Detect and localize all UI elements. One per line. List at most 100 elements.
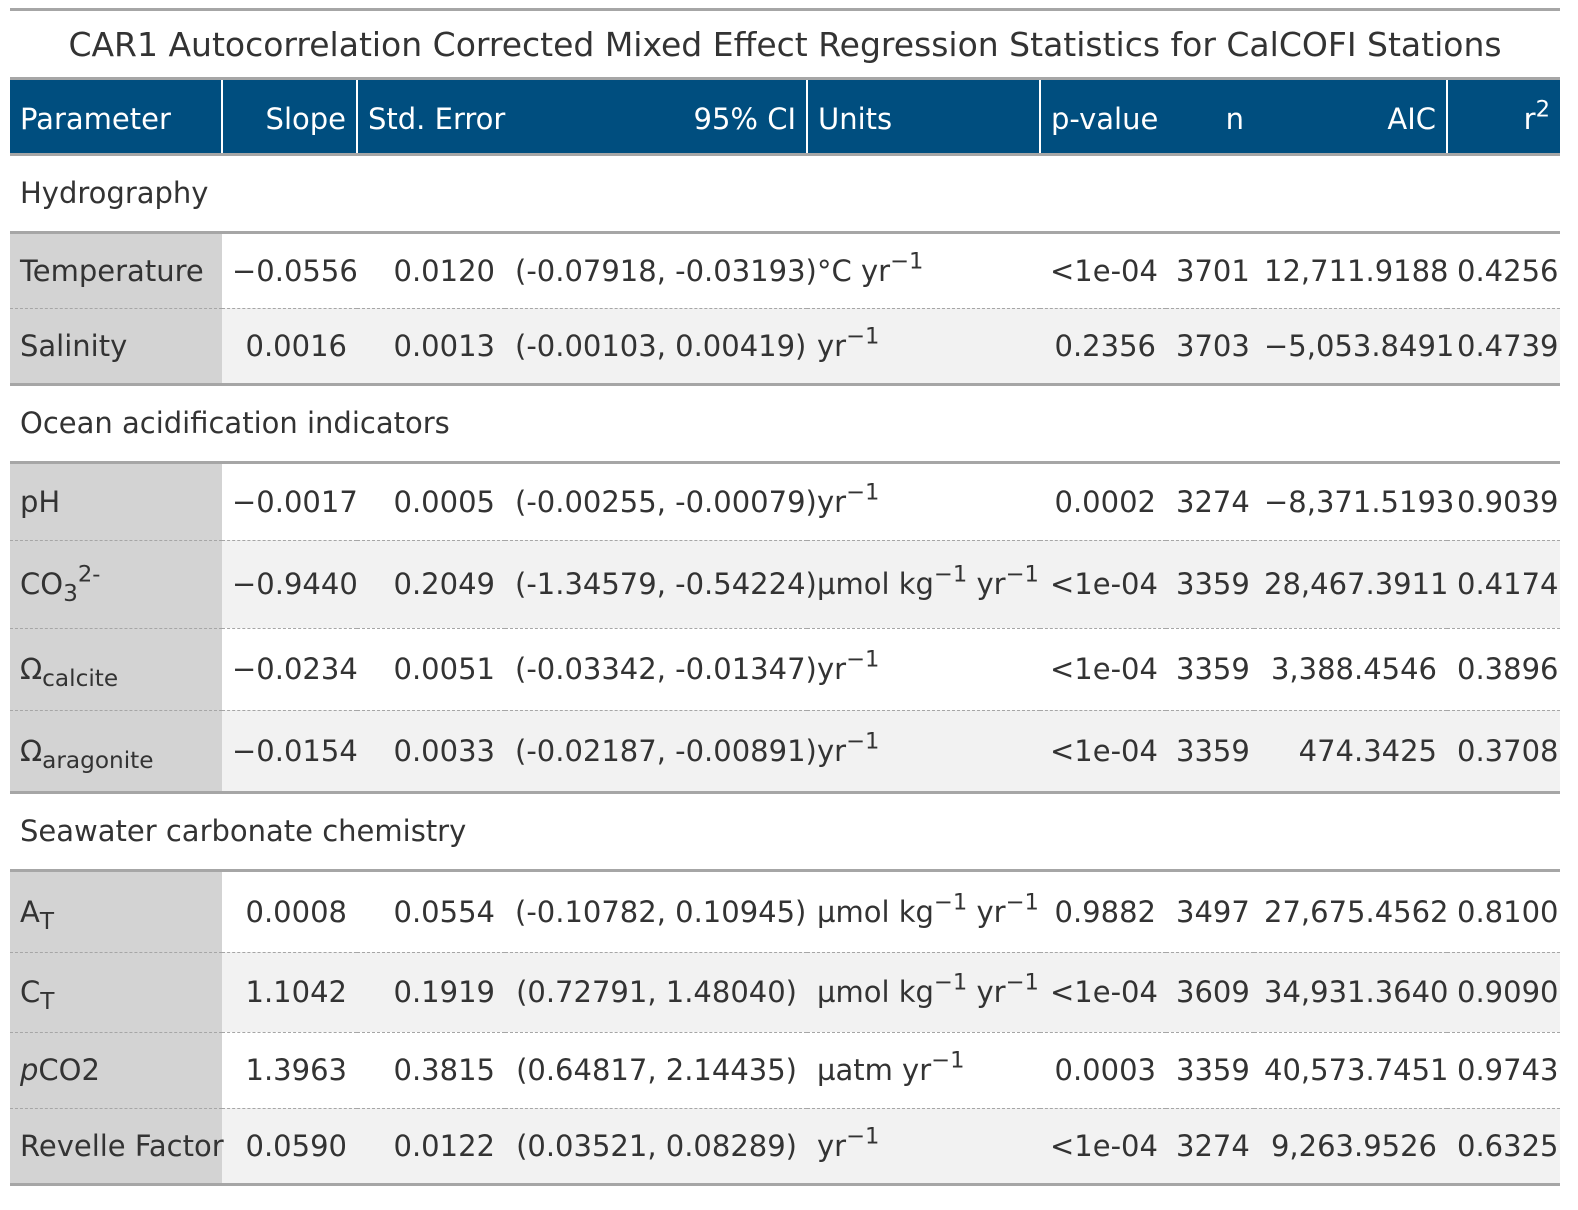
col-header-units: Units bbox=[806, 80, 1040, 154]
aic-cell: 12,711.9188 bbox=[1254, 232, 1449, 309]
col-header-parameter: Parameter bbox=[20, 102, 171, 137]
units-exponent: −1 bbox=[931, 1047, 965, 1074]
parameter-name: CO bbox=[20, 567, 64, 601]
slope-cell: 0.0016 bbox=[222, 308, 357, 386]
n-cell: 3274 bbox=[1166, 1108, 1254, 1186]
aic-cell: 34,931.3640 bbox=[1254, 952, 1449, 1033]
aic-cell: 474.3425 bbox=[1254, 710, 1447, 794]
parameter-name: CO2 bbox=[38, 1053, 100, 1087]
parameter-superscript: 2- bbox=[77, 561, 101, 588]
slope-cell: 0.0008 bbox=[222, 870, 357, 953]
col-header-ci: 95% CI bbox=[693, 102, 796, 137]
p-value-cell: 0.0003 bbox=[1040, 1032, 1166, 1109]
units-exponent: −1 bbox=[846, 728, 880, 755]
parameter-cell: Salinity bbox=[10, 308, 222, 386]
ci-cell: (-0.03342, -0.01347) bbox=[505, 628, 817, 711]
units-cell: µmol kg−1 yr−1 bbox=[807, 870, 1040, 953]
group-header-row: Hydrography bbox=[10, 154, 1560, 234]
parameter-subscript: T bbox=[40, 987, 55, 1015]
n-cell: 3497 bbox=[1166, 870, 1254, 953]
units-exponent: −1 bbox=[933, 561, 968, 588]
ci-cell: (-0.07918, -0.03193) bbox=[505, 232, 817, 309]
std-error-cell: 0.2049 bbox=[357, 540, 505, 629]
regression-table-container: CAR1 Autocorrelation Corrected Mixed Eff… bbox=[10, 8, 1560, 1186]
table-body: Hydrography Temperature −0.0556 0.0120 (-0.0… bbox=[10, 154, 1560, 1186]
units-cell: °C yr−1 bbox=[807, 232, 1040, 309]
parameter-cell: AT bbox=[10, 870, 222, 953]
r2-cell: 0.9039 bbox=[1447, 462, 1560, 541]
table-row: Ωaragonite −0.0154 0.0033 (-0.02187, -0.008… bbox=[10, 710, 1560, 794]
parameter-subscript: calcite bbox=[42, 664, 119, 692]
parameter-name: C bbox=[20, 975, 41, 1009]
table-row: Revelle Factor 0.0590 0.0122 (0.03521, 0.08… bbox=[10, 1108, 1560, 1186]
ci-cell: (-0.10782, 0.10945) bbox=[505, 870, 807, 953]
aic-cell: 28,467.3911 bbox=[1254, 540, 1449, 629]
table-row: CT 1.1042 0.1919 (0.72791, 1.48040) µmol kg−… bbox=[10, 952, 1560, 1033]
table-row: Ωcalcite −0.0234 0.0051 (-0.03342, -0.01347… bbox=[10, 628, 1560, 711]
units-cell: yr−1 bbox=[807, 462, 1040, 541]
parameter-cell: Ωcalcite bbox=[10, 628, 222, 711]
units-text: °C yr bbox=[817, 253, 891, 288]
units-text: µmol kg bbox=[817, 567, 934, 601]
std-error-cell: 0.3815 bbox=[357, 1032, 505, 1109]
parameter-italic-prefix: p bbox=[20, 1053, 39, 1087]
units-exponent: −1 bbox=[846, 646, 880, 673]
n-cell: 3359 bbox=[1166, 540, 1254, 629]
std-error-cell: 0.0013 bbox=[357, 308, 505, 386]
slope-cell: 1.1042 bbox=[222, 952, 357, 1033]
slope-cell: 0.0590 bbox=[222, 1108, 357, 1186]
p-value-cell: <1e-04 bbox=[1040, 710, 1166, 794]
p-value-cell: 0.9882 bbox=[1040, 870, 1166, 953]
aic-cell: 9,263.9526 bbox=[1254, 1108, 1447, 1186]
p-value-cell: <1e-04 bbox=[1040, 232, 1166, 309]
ci-cell: (0.03521, 0.08289) bbox=[505, 1108, 807, 1186]
parameter-subscript: T bbox=[39, 907, 55, 935]
n-cell: 3701 bbox=[1166, 232, 1254, 309]
parameter-cell: Temperature bbox=[10, 232, 222, 309]
std-error-cell: 0.0120 bbox=[357, 232, 505, 309]
p-value-cell: 0.0002 bbox=[1040, 462, 1166, 541]
parameter-subscript: aragonite bbox=[42, 746, 154, 774]
aic-cell: −5,053.8491 bbox=[1254, 308, 1454, 386]
units-exponent: −1 bbox=[846, 479, 880, 506]
r2-cell: 0.8100 bbox=[1447, 870, 1560, 953]
parameter-cell: Revelle Factor bbox=[10, 1108, 224, 1186]
parameter-name: pH bbox=[20, 484, 61, 519]
n-cell: 3274 bbox=[1166, 462, 1254, 541]
parameter-cell: CT bbox=[10, 952, 222, 1033]
units-text: yr bbox=[817, 1128, 847, 1163]
slope-cell: −0.0234 bbox=[222, 628, 358, 711]
ci-cell: (-0.00255, -0.00079) bbox=[505, 462, 817, 541]
r2-cell: 0.6325 bbox=[1447, 1108, 1560, 1186]
units-exponent: −1 bbox=[846, 323, 880, 350]
group-label: Ocean acidification indicators bbox=[10, 384, 1560, 464]
table-row: CO32- −0.9440 0.2049 (-1.34579, -0.54224) µm… bbox=[10, 540, 1560, 629]
n-cell: 3359 bbox=[1166, 710, 1254, 794]
units-cell: yr−1 bbox=[807, 308, 1040, 386]
units-text: yr bbox=[967, 975, 1006, 1009]
table-row: pH −0.0017 0.0005 (-0.00255, -0.00079) yr−1 0… bbox=[10, 462, 1560, 541]
units-exponent: −1 bbox=[933, 889, 968, 916]
aic-cell: −8,371.5193 bbox=[1254, 462, 1454, 541]
ci-cell: (-0.00103, 0.00419) bbox=[505, 308, 807, 386]
ci-cell: (-0.02187, -0.00891) bbox=[505, 710, 817, 794]
parameter-name: Ω bbox=[20, 652, 43, 686]
r2-cell: 0.4174 bbox=[1447, 540, 1560, 629]
std-error-cell: 0.1919 bbox=[357, 952, 505, 1033]
slope-cell: 1.3963 bbox=[222, 1032, 357, 1109]
aic-cell: 27,675.4562 bbox=[1254, 870, 1449, 953]
r2-cell: 0.3708 bbox=[1447, 710, 1560, 794]
col-header-aic: AIC bbox=[1387, 102, 1436, 137]
units-exponent: −1 bbox=[890, 248, 924, 275]
header-row: Parameter Slope Std. Error 95% CI Units … bbox=[10, 80, 1560, 154]
group-label: Hydrography bbox=[10, 154, 1560, 234]
group-label: Seawater carbonate chemistry bbox=[10, 792, 1560, 872]
col-header-r2: r2 bbox=[1446, 80, 1560, 154]
table-row: Salinity 0.0016 0.0013 (-0.00103, 0.00419) y… bbox=[10, 308, 1560, 386]
units-text: µmol kg bbox=[817, 975, 934, 1009]
parameter-cell: pCO2 bbox=[10, 1032, 222, 1109]
std-error-cell: 0.0122 bbox=[357, 1108, 505, 1186]
r2-cell: 0.3896 bbox=[1447, 628, 1560, 711]
parameter-cell: pH bbox=[10, 462, 222, 541]
units-exponent: −1 bbox=[1005, 889, 1039, 916]
